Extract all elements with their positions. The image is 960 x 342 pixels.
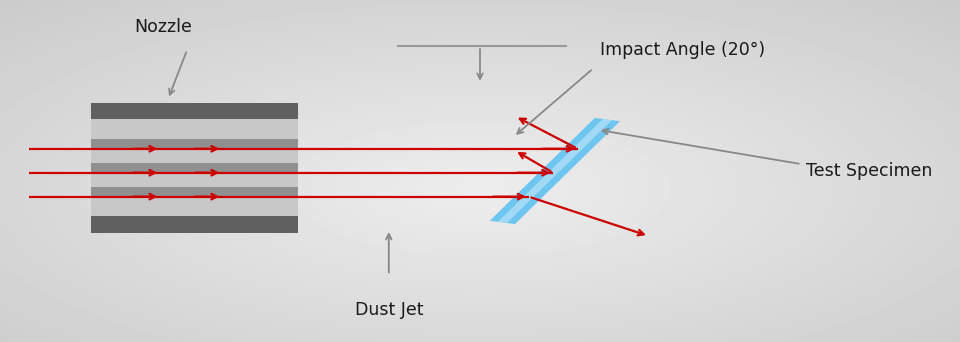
Bar [91,139,298,148]
Bar [91,103,298,119]
Text: Dust Jet: Dust Jet [354,301,423,319]
Bar [91,216,298,233]
Bar [91,119,298,216]
Polygon shape [498,119,612,223]
Bar [91,163,298,172]
Text: Nozzle: Nozzle [134,18,192,36]
Text: Test Specimen: Test Specimen [806,162,933,180]
Polygon shape [490,118,620,224]
Bar [91,187,298,196]
Text: Impact Angle (20°): Impact Angle (20°) [600,41,765,58]
Bar [91,103,298,233]
